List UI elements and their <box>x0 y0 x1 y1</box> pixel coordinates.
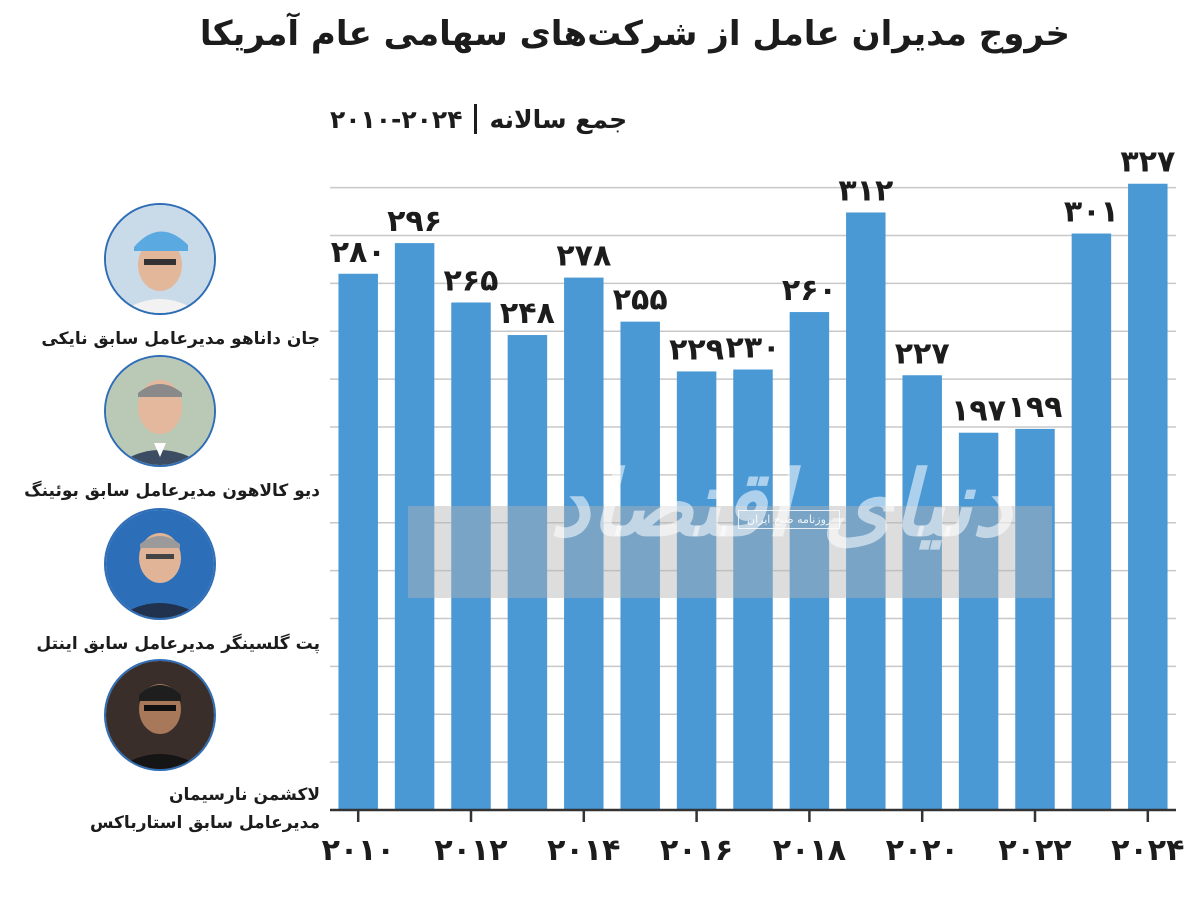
value-label-2011: ۲۹۶ <box>387 204 442 239</box>
person-narasimhan: لاکشمن نارسیمان مدیرعامل سابق استارباکس <box>0 659 320 837</box>
value-label-2014: ۲۷۸ <box>556 239 611 274</box>
portrait-gelsinger-icon <box>104 508 216 620</box>
bar-2018 <box>789 312 830 810</box>
caption-narasimhan-role: مدیرعامل سابق استارباکس <box>90 813 320 833</box>
caption-narasimhan-name: لاکشمن نارسیمان <box>169 785 320 805</box>
portrait-donahoe-icon <box>104 203 216 315</box>
x-tick-label-2010: ۲۰۱۰ <box>322 833 395 868</box>
bar-2023 <box>1071 233 1112 810</box>
x-tick-label-2022: ۲۰۲۲ <box>998 833 1071 868</box>
bar-2016 <box>676 371 717 810</box>
caption-calhoun: دیو کالاهون مدیرعامل سابق بوئینگ <box>24 481 320 501</box>
caption-narasimhan: لاکشمن نارسیمان مدیرعامل سابق استارباکس <box>0 781 320 837</box>
bar-2015 <box>620 321 660 810</box>
value-label-2017: ۲۳۰ <box>726 331 781 366</box>
value-label-2013: ۲۴۸ <box>500 296 555 331</box>
x-tick-label-2016: ۲۰۱۶ <box>660 833 733 868</box>
bar-2011 <box>394 243 435 810</box>
chart-title: خروج مدیران عامل از شرکت‌های سهامی عام آ… <box>199 14 1070 54</box>
value-label-2022: ۱۹۹ <box>1008 390 1063 425</box>
bar-2017 <box>733 369 773 810</box>
watermark: دنیای اقتصاد روزنامه صبح ایران <box>408 451 1052 598</box>
value-label-2012: ۲۶۵ <box>444 263 499 298</box>
x-tick-label-2014: ۲۰۱۴ <box>547 833 620 868</box>
value-label-2010: ۲۸۰ <box>331 235 386 270</box>
bar-2024 <box>1128 183 1168 810</box>
subtitle-divider <box>474 104 478 134</box>
bar-2022 <box>1015 428 1055 810</box>
bar-2020 <box>902 375 942 810</box>
bar-2012 <box>451 302 491 810</box>
caption-donahoe: جان داناهو مدیرعامل سابق نایکی <box>41 329 320 349</box>
bar-2013 <box>507 335 548 810</box>
watermark-brand: دنیای اقتصاد <box>549 451 1012 557</box>
x-tick-label-2012: ۲۰۱۲ <box>434 833 507 868</box>
value-label-2019: ۳۱۲ <box>838 173 893 208</box>
person-donahoe: جان داناهو مدیرعامل سابق نایکی <box>0 203 320 353</box>
portrait-calhoun-icon <box>104 355 216 467</box>
caption-gelsinger: پت گلسینگر مدیرعامل سابق اینتل <box>36 634 320 654</box>
value-label-2023: ۳۰۱ <box>1064 195 1119 230</box>
portrait-narasimhan-icon <box>104 659 216 771</box>
x-tick-label-2020: ۲۰۲۰ <box>886 833 959 868</box>
value-label-2018: ۲۶۰ <box>782 273 837 308</box>
person-calhoun: دیو کالاهون مدیرعامل سابق بوئینگ <box>0 355 320 505</box>
value-label-2016: ۲۲۹ <box>669 332 724 367</box>
value-label-2015: ۲۵۵ <box>613 283 668 318</box>
value-label-2020: ۲۲۷ <box>895 336 950 371</box>
bar-2014 <box>564 277 604 810</box>
x-tick-label-2018: ۲۰۱۸ <box>773 833 846 868</box>
bar-2010 <box>338 273 378 810</box>
bar-2019 <box>846 212 886 811</box>
year-range: ۲۰۱۰-۲۰۲۴ <box>330 104 463 134</box>
value-label-2021: ۱۹۷ <box>951 394 1006 429</box>
x-tick-label-2024: ۲۰۲۴ <box>1111 833 1184 868</box>
unit-label: جمع سالانه <box>489 104 628 134</box>
value-label-2024: ۳۲۷ <box>1120 145 1175 180</box>
person-gelsinger: پت گلسینگر مدیرعامل سابق اینتل <box>0 508 320 658</box>
bar-2021 <box>958 432 999 810</box>
watermark-tag: روزنامه صبح ایران <box>738 510 841 529</box>
chart-subtitle: ۲۰۱۰-۲۰۲۴ جمع سالانه <box>330 104 627 134</box>
